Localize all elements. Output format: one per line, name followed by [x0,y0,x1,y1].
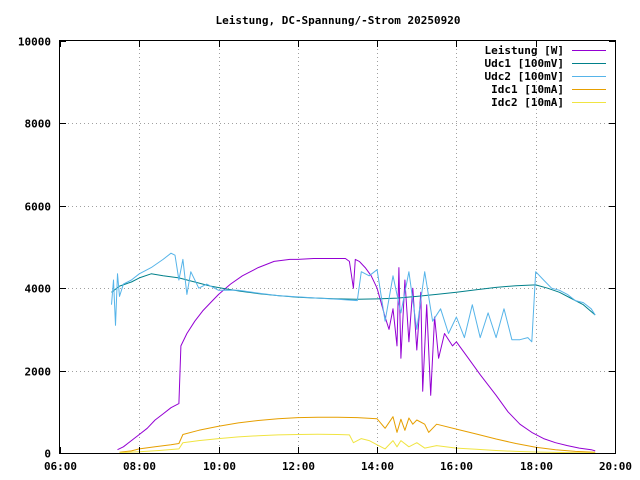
y-tick-label: 4000 [25,283,52,296]
y-tick-label: 0 [44,448,51,461]
y-tick-label: 8000 [25,118,52,131]
x-tick-label: 20:00 [599,460,632,473]
y-tick-label: 6000 [25,201,52,214]
series-line [117,258,596,452]
grid-lines [60,41,615,453]
series-line [119,416,596,453]
legend-label: Idc2 [10mA] [491,96,564,109]
series-line [111,252,596,343]
legend-label: Udc1 [100mV] [485,57,564,70]
x-tick-label: 14:00 [361,460,394,473]
legend-label: Idc1 [10mA] [491,83,564,96]
series-lines [111,252,596,454]
legend: Leistung [W]Udc1 [100mV]Udc2 [100mV]Idc1… [485,44,606,109]
x-tick-label: 06:00 [44,460,77,473]
legend-label: Udc2 [100mV] [485,70,564,83]
x-tick-label: 12:00 [282,460,315,473]
legend-label: Leistung [W] [485,44,564,57]
x-tick-label: 08:00 [123,460,156,473]
x-tick-label: 10:00 [203,460,236,473]
y-tick-label: 2000 [25,366,52,379]
plot-frame [59,40,616,454]
x-tick-label: 18:00 [520,460,553,473]
chart-title: Leistung, DC-Spannung/-Strom 20250920 [215,14,460,27]
y-tick-label: 10000 [18,36,51,49]
series-line [119,433,596,454]
series-line [111,273,596,316]
x-tick-label: 16:00 [440,460,473,473]
axis-ticks: 06:00 08:00 10:00 12:00 14:00 16:00 18:00 20:00… [18,36,632,474]
